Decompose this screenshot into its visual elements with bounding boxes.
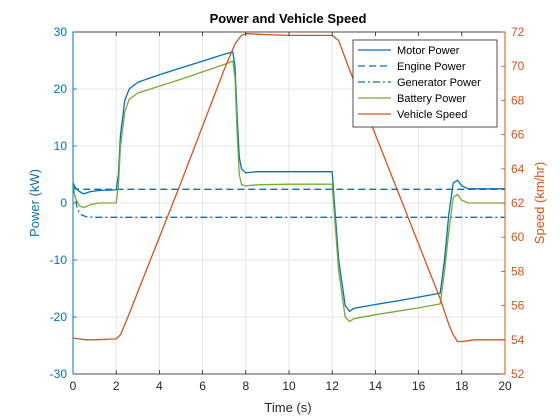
legend-label-vehicle-speed: Vehicle Speed (397, 109, 467, 121)
legend-label-motor-power: Motor Power (397, 45, 460, 57)
right-y-tick-label: 60 (511, 230, 525, 244)
x-tick-label: 12 (326, 379, 340, 393)
right-y-tick-label: 64 (511, 162, 525, 176)
series-line-motor-power (72, 51, 505, 312)
series-line-battery-power (72, 60, 505, 323)
x-tick-label: 14 (369, 379, 383, 393)
x-tick-label: 18 (455, 379, 469, 393)
x-tick-label: 2 (113, 379, 120, 393)
left-y-tick-label: 0 (60, 196, 67, 210)
right-y-tick-label: 66 (511, 128, 525, 142)
x-axis-label: Time (s) (264, 400, 311, 415)
chart-title: Power and Vehicle Speed (210, 11, 367, 26)
x-tick-label: 6 (199, 379, 206, 393)
left-y-tick-label: 30 (54, 25, 68, 39)
left-y-tick-label: -20 (50, 310, 68, 324)
left-y-tick-label: 10 (54, 139, 68, 153)
legend: Motor Power Engine Power Generator Power Ba… (352, 39, 498, 128)
x-tick-label: 20 (498, 379, 512, 393)
left-y-tick-label: 20 (54, 82, 68, 96)
x-tick-label: 16 (412, 379, 426, 393)
x-tick-label: 4 (156, 379, 163, 393)
right-y-tick-label: 72 (511, 25, 525, 39)
legend-box (352, 39, 498, 128)
x-tick-label: 8 (242, 379, 249, 393)
x-tick-label: 0 (70, 379, 77, 393)
series-line-engine-power (72, 186, 505, 190)
left-y-axis-label: Power (kW) (27, 169, 42, 237)
right-y-tick-label: 56 (511, 299, 525, 313)
axes: 0 2 4 6 8 10 12 14 16 18 20-30-20-1001020305254565… (50, 25, 525, 393)
right-y-tick-label: 58 (511, 264, 525, 278)
legend-items: Motor Power Engine Power Generator Power Ba… (358, 45, 481, 121)
left-y-tick-label: -10 (50, 253, 68, 267)
right-y-tick-label: 54 (511, 333, 525, 347)
right-y-tick-label: 62 (511, 196, 525, 210)
right-y-axis-label: Speed (km/hr) (532, 162, 547, 244)
right-y-tick-label: 68 (511, 93, 525, 107)
right-y-tick-label: 52 (511, 367, 525, 381)
left-y-tick-label: -30 (50, 367, 68, 381)
x-tick-label: 10 (282, 379, 296, 393)
right-y-tick-label: 70 (511, 59, 525, 73)
legend-label-engine-power: Engine Power (397, 61, 466, 73)
legend-label-battery-power: Battery Power (397, 93, 466, 105)
legend-label-generator-power: Generator Power (397, 77, 481, 89)
